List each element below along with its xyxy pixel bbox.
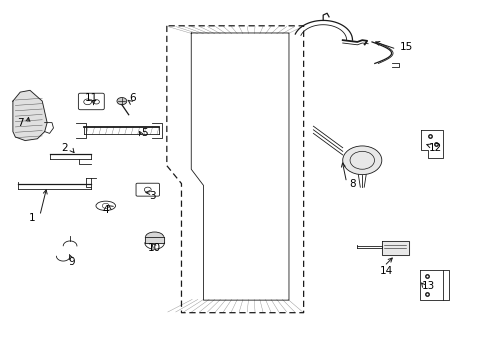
Circle shape bbox=[343, 146, 382, 175]
Text: 9: 9 bbox=[68, 257, 75, 267]
Text: 15: 15 bbox=[400, 42, 413, 52]
Text: 2: 2 bbox=[61, 143, 68, 153]
Text: 12: 12 bbox=[429, 143, 442, 153]
Text: 14: 14 bbox=[380, 266, 393, 276]
Text: 10: 10 bbox=[148, 243, 161, 253]
Text: 6: 6 bbox=[129, 93, 136, 103]
Circle shape bbox=[117, 98, 127, 105]
Text: 3: 3 bbox=[149, 191, 155, 201]
Text: 5: 5 bbox=[142, 129, 148, 138]
Text: 1: 1 bbox=[29, 213, 36, 222]
Polygon shape bbox=[13, 90, 47, 140]
Text: 8: 8 bbox=[349, 179, 356, 189]
Text: 11: 11 bbox=[84, 93, 98, 103]
Text: 7: 7 bbox=[17, 118, 24, 128]
Text: 4: 4 bbox=[102, 206, 109, 216]
Polygon shape bbox=[382, 241, 409, 255]
Ellipse shape bbox=[146, 232, 164, 243]
Text: 13: 13 bbox=[421, 281, 435, 291]
